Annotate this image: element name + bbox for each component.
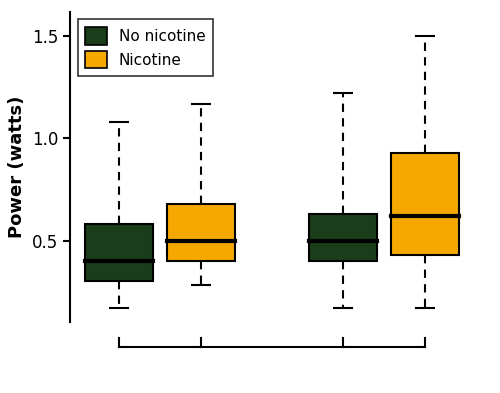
Legend: No nicotine, Nicotine: No nicotine, Nicotine [78,19,214,76]
Bar [167,204,235,261]
Bar [391,153,459,255]
Y-axis label: Power (watts): Power (watts) [8,96,26,238]
Bar [309,214,377,261]
Bar [86,224,153,281]
